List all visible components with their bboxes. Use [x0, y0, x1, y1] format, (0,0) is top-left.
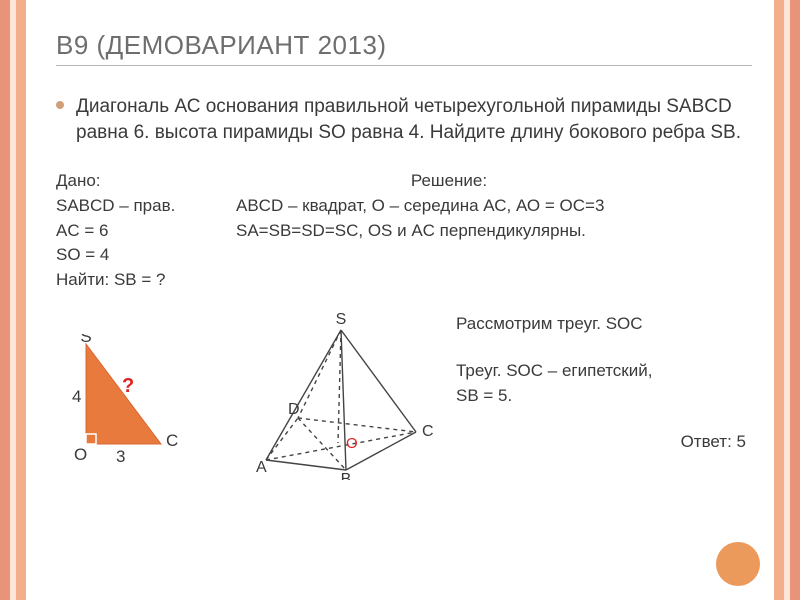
solution-head: Решение: — [236, 169, 752, 194]
given-l4: Найти: SB = ? — [56, 268, 236, 293]
tri-side-h: 3 — [116, 447, 125, 466]
solution-block: Решение: ABCD – квадрат, О – середина АС… — [236, 169, 752, 292]
note-l2: Треуг. SOC – египетский, — [456, 359, 752, 384]
left-stripe-mid — [16, 0, 26, 600]
note-l1: Рассмотрим треуг. SOC — [456, 312, 752, 337]
corner-circle-icon — [716, 542, 760, 586]
tri-label-C: C — [166, 431, 178, 450]
pyr-D: D — [288, 401, 300, 418]
slide-content: В9 (ДЕМОВАРИАНТ 2013) Диагональ АС основ… — [26, 0, 774, 600]
bullet-icon — [56, 101, 64, 109]
triangle-figure: S O C 4 3 ? — [56, 310, 236, 479]
tri-side-v: 4 — [72, 387, 81, 406]
tri-hyp-q: ? — [122, 375, 134, 397]
given-l1: SABCD – прав. — [56, 194, 236, 219]
solution-l2: SA=SB=SD=SC, OS и AC перпендикулярны. — [236, 219, 752, 244]
figure-row: S O C 4 3 ? — [56, 310, 752, 485]
given-block: Дано: SABCD – прав. AC = 6 SO = 4 Найти:… — [56, 169, 236, 292]
pyr-B: B — [341, 471, 352, 480]
solution-l1: ABCD – квадрат, О – середина АС, АО = ОС… — [236, 194, 752, 219]
problem-text: Диагональ АС основания правильной четыре… — [76, 94, 752, 145]
left-stripe-dark — [0, 0, 10, 600]
tri-label-S: S — [80, 334, 91, 346]
slide-title: В9 (ДЕМОВАРИАНТ 2013) — [56, 30, 752, 61]
work-area: Дано: SABCD – прав. AC = 6 SO = 4 Найти:… — [56, 169, 752, 292]
pyramid-figure: S A B C D O — [226, 310, 456, 485]
right-stripe-mid — [774, 0, 784, 600]
note-l3: SB = 5. — [456, 384, 752, 409]
given-l3: SO = 4 — [56, 243, 236, 268]
notes-block: Рассмотрим треуг. SOC Треуг. SOC – египе… — [456, 310, 752, 455]
given-head: Дано: — [56, 169, 236, 194]
problem-block: Диагональ АС основания правильной четыре… — [56, 94, 752, 145]
tri-label-O: O — [74, 445, 87, 464]
given-l2: AC = 6 — [56, 219, 236, 244]
pyr-O: O — [346, 435, 358, 452]
right-stripe-dark — [790, 0, 800, 600]
answer-text: Ответ: 5 — [456, 430, 752, 455]
pyr-C: C — [422, 423, 434, 440]
pyr-A: A — [256, 459, 267, 476]
title-rule — [56, 65, 752, 66]
pyr-S: S — [336, 311, 347, 328]
